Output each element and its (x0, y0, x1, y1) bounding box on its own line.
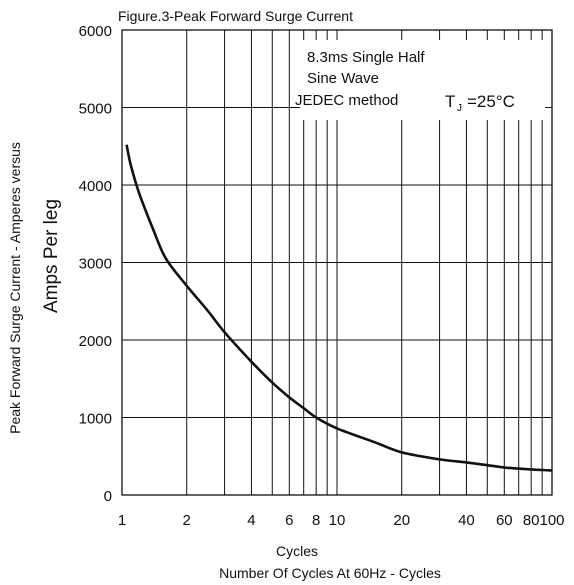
x-tick-label: 20 (393, 512, 410, 529)
x-axis-subtitle: Number Of Cycles At 60Hz - Cycles (219, 565, 441, 581)
annotation-line-2: Sine Wave (307, 70, 379, 87)
y-tick-label: 4000 (79, 178, 112, 195)
x-tick-label: 60 (496, 512, 513, 529)
x-tick-label: 4 (247, 512, 255, 529)
plot-frame (121, 29, 553, 496)
tj-value: =25°C (467, 92, 515, 111)
tick-labels: 1 2 4 6 8 10 20 40 60 80 1000100020003000400050006… (79, 23, 565, 529)
x-tick-label: 8 (312, 512, 320, 529)
x-tick-label: 100 (539, 512, 564, 529)
x-tick-label: 2 (183, 512, 191, 529)
x-tick-label: 80 (523, 512, 540, 529)
y-axis-title: Peak Forward Surge Current - Amperes ver… (7, 142, 23, 434)
x-tick-label: 40 (458, 512, 475, 529)
y-tick-label: 6000 (79, 23, 112, 40)
x-tick-label: 6 (285, 512, 293, 529)
annotation-line-1: 8.3ms Single Half (307, 49, 425, 66)
tj-label: T (445, 92, 455, 111)
chart-title: Figure.3-Peak Forward Surge Current (118, 8, 353, 24)
surge-curve (125, 144, 553, 472)
annotation-line-3: JEDEC method (295, 92, 398, 109)
x-axis-title: Cycles (276, 543, 318, 559)
annotation-box (300, 40, 545, 120)
y-tick-label: 2000 (79, 333, 112, 350)
x-tick-label: 10 (329, 512, 346, 529)
y-tick-label: 0 (104, 488, 112, 505)
tj-subscript: J (457, 103, 462, 114)
x-tick-label: 1 (118, 512, 126, 529)
y-tick-label: 1000 (79, 411, 112, 428)
y-tick-label: 3000 (79, 256, 112, 273)
y-tick-label: 5000 (79, 101, 112, 118)
y-axis-subtitle: Amps Per leg (41, 199, 62, 313)
